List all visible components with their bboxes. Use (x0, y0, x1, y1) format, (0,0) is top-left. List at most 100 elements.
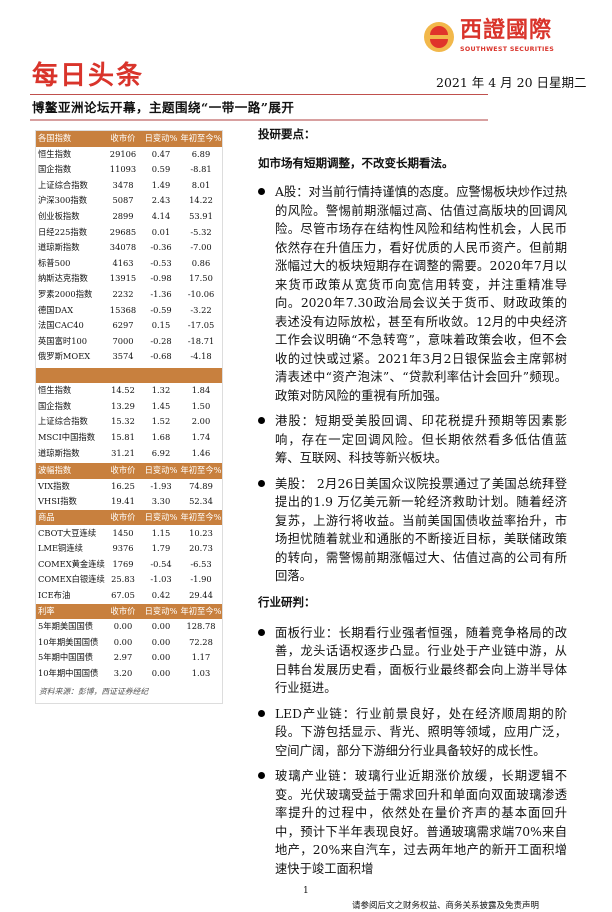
table-cell: -18.71 (187, 335, 215, 346)
table-cell: 10年期中国国债 (38, 667, 99, 678)
section-heading-highlights: 投研要点： (258, 127, 316, 141)
table-cell: 德国DAX (38, 304, 74, 315)
page-title: 每日头条 (32, 61, 145, 91)
table-cell: 1.84 (191, 385, 211, 396)
table-cell: 恒生指数 (38, 385, 72, 396)
table-cell: LME铜连续 (38, 543, 83, 554)
section-subheading: 如市场有短期调整，不改变长期看法。 (258, 156, 454, 170)
table-section-header (36, 367, 222, 384)
bullet-icon (258, 709, 265, 717)
table-cell: 沪深300指数 (38, 195, 88, 206)
table-cell: 5087 (112, 195, 134, 206)
table-row: 道琼斯指数 31.21 6.92 1.46 (36, 446, 222, 462)
table-cell: 15368 (109, 304, 137, 315)
table-cell: 罗素2000指数 (38, 289, 93, 299)
table-row: 恒生指数 29106 0.47 6.89 (36, 147, 222, 163)
table-cell: 14.52 (111, 385, 135, 396)
table-cell: 6.92 (151, 447, 171, 458)
table-cell: 0.00 (151, 652, 171, 663)
table-cell: 创业板指数 (38, 211, 80, 221)
column-header: 收市价 (110, 133, 136, 143)
table-cell: 3.20 (113, 667, 133, 678)
table-row: 俄罗斯MOEX 3574 -0.68 -4.18 (36, 349, 222, 365)
column-header: 日变动% (144, 605, 178, 616)
table-cell: 19.41 (111, 496, 135, 507)
table-row: 标普500 4163 -0.53 0.86 (36, 256, 222, 272)
table-cell: -3.22 (190, 304, 212, 315)
table-row: CBOT大豆连续 1450 1.15 10.23 (36, 526, 222, 542)
table-cell: -0.59 (150, 304, 172, 315)
table-cell: 15.81 (111, 431, 135, 442)
table-row: 恒生指数 14.52 1.32 1.84 (36, 383, 222, 399)
table-cell: 标普500 (38, 257, 71, 268)
bullet-item: 美股： 2月26日美国众议院投票通过了美国总统拜登提出的1.9 万亿美元新一轮经… (258, 475, 568, 586)
table-cell: VIX指数 (38, 480, 70, 491)
table-cell: 0.86 (191, 257, 211, 268)
table-cell: 10年期美国国债 (38, 636, 99, 647)
table-cell: 法国CAC40 (38, 320, 84, 331)
table-cell: 13.29 (111, 400, 135, 411)
table-cell: 7000 (112, 335, 134, 346)
table-row: 道琼斯指数 34078 -0.36 -7.00 (36, 240, 222, 256)
table-cell: 1.49 (151, 179, 171, 190)
table-row: 国企指数 13.29 1.45 1.50 (36, 399, 222, 415)
table-cell: 6297 (112, 320, 134, 331)
table-cell: 道琼斯指数 (38, 447, 80, 458)
column-header: 收市价 (110, 465, 136, 476)
table-cell: 5年期中国国债 (38, 652, 94, 663)
table-cell: 3.30 (151, 496, 171, 507)
page: 西證國際 SOUTHWEST SECURITIES 每日头条 2021 年 4 … (30, 18, 587, 911)
table-cell: 5年期美国国债 (38, 621, 94, 632)
table-cell: 0.42 (151, 589, 171, 600)
column-header: 年初至今% (180, 511, 222, 522)
table-row: 上证综合指数 3478 1.49 8.01 (36, 178, 222, 194)
bullet-icon (258, 628, 265, 636)
table-cell: -17.05 (187, 320, 215, 331)
table-cell: VHSI指数 (38, 496, 77, 507)
table-cell: -0.98 (150, 273, 172, 284)
table-cell: 20.73 (189, 543, 213, 554)
table-cell: 0.00 (151, 621, 171, 632)
table-section-header: 商品 收市价 日变动% 年初至今% (36, 509, 222, 526)
logo-en: SOUTHWEST SECURITIES (460, 46, 555, 53)
table-cell: 16.25 (111, 480, 135, 491)
table-row: 沪深300指数 5087 2.43 14.22 (36, 193, 222, 209)
table-cell: 日经225指数 (38, 226, 88, 237)
table-cell: 1.32 (151, 385, 171, 396)
bullet-item: A股：对当前行情持谨慎的态度。应警惕板块炒作过热的风险。警惕前期涨幅过高、估值过… (258, 183, 568, 405)
table-row: 创业板指数 2899 4.14 53.91 (36, 209, 222, 225)
table-row: COMEX黄金连续 1769 -0.54 -6.53 (36, 557, 222, 573)
table-cell: 2232 (112, 289, 134, 299)
table-row: 10年期美国国债 0.00 0.00 72.28 (36, 635, 222, 651)
table-cell: 4163 (112, 257, 134, 268)
table-cell: 13915 (109, 273, 137, 284)
logo-mark-icon (424, 22, 454, 52)
table-cell: 72.28 (189, 636, 213, 647)
column-header: 收市价 (110, 511, 136, 522)
table-cell: 上证综合指数 (38, 416, 88, 427)
table-row: 罗素2000指数 2232 -1.36 -10.06 (36, 287, 222, 303)
table-cell: 25.83 (111, 574, 135, 585)
table-row: VHSI指数 19.41 3.30 52.34 (36, 494, 222, 510)
table-cell: 1.03 (191, 667, 211, 678)
table-cell: 1.46 (191, 447, 211, 458)
table-cell: 国企指数 (38, 400, 72, 411)
table-cell: 2.97 (113, 652, 133, 663)
table-cell: 29106 (109, 148, 137, 159)
table-cell: -1.93 (150, 480, 172, 491)
table-cell: 1769 (112, 558, 134, 569)
table-cell: 29.44 (189, 589, 213, 600)
bullet-icon (258, 188, 265, 195)
table-cell: COMEX黄金连续 (38, 558, 105, 569)
table-cell: 8.01 (191, 179, 211, 190)
table-row: 10年期中国国债 3.20 0.00 1.03 (36, 666, 222, 682)
section-heading-industry: 行业研判： (258, 594, 316, 609)
table-cell: 4.14 (151, 211, 171, 221)
bullet-text: LED产业链：行业前景良好，处在经济顺周期的阶段。下游包括显示、背光、照明等领域… (275, 706, 567, 758)
table-cell: COMEX白银连续 (38, 574, 105, 585)
table-cell: -1.03 (150, 574, 172, 585)
bullet-icon (258, 417, 265, 424)
report-date: 2021 年 4 月 20 日星期二 (436, 75, 587, 90)
table-row: MSCI中国指数 15.81 1.68 1.74 (36, 430, 222, 446)
table-cell: 31.21 (111, 447, 135, 458)
